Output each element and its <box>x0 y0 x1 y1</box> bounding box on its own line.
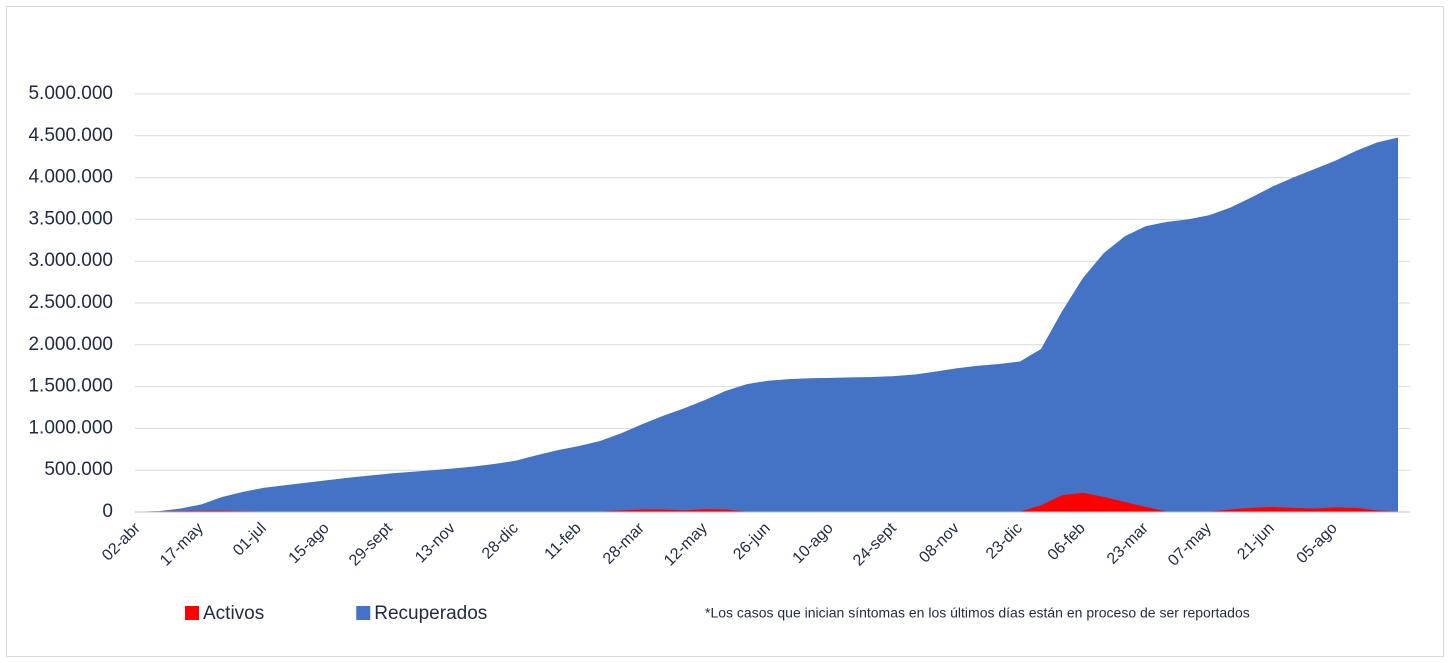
area <box>138 492 1398 512</box>
y-tick-label: 4.000.000 <box>28 167 113 188</box>
legend-label: Activos <box>203 603 264 624</box>
y-tick-label: 4.500.000 <box>28 125 113 146</box>
legend-label: Recuperados <box>374 603 487 624</box>
legend-swatch <box>185 606 199 620</box>
y-tick-label: 3.000.000 <box>28 250 113 271</box>
y-tick-label: 2.000.000 <box>28 334 113 355</box>
y-tick-label: 3.500.000 <box>28 208 113 229</box>
y-tick-label: 1.500.000 <box>28 376 113 397</box>
y-tick-label: 1.000.000 <box>28 417 113 438</box>
legend-swatch <box>356 606 371 620</box>
y-tick-label: 500.000 <box>44 459 113 480</box>
note: *Los casos que inician síntomas en los ú… <box>705 605 1250 621</box>
y-tick-label: 2.500.000 <box>28 292 113 313</box>
y-tick-label: 0 <box>102 501 113 522</box>
area <box>138 137 1398 513</box>
y-tick-label: 5.000.000 <box>28 83 113 104</box>
